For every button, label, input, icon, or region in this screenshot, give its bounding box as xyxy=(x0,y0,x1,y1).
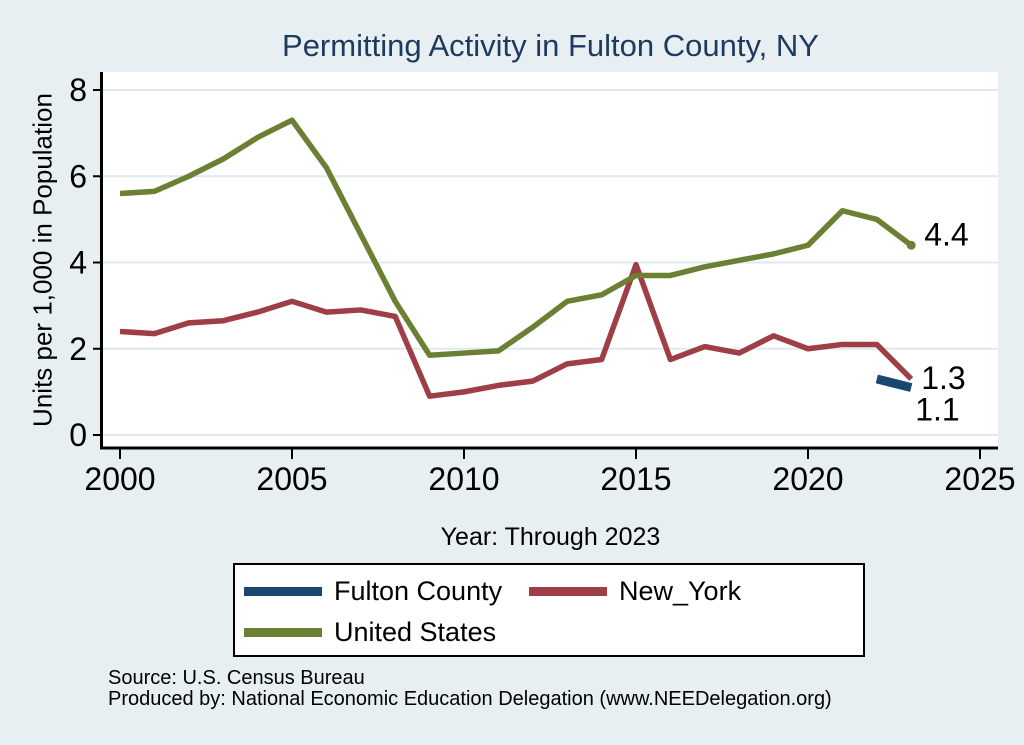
plot-area: 0 2 4 6 8 2000 2005 2010 2015 2020 2025 1.11.3 4.4 xyxy=(69,72,1016,497)
y-tick-label: 8 xyxy=(69,72,87,108)
end-label-new-york: 1.3 xyxy=(921,360,965,396)
legend-item-new-york: New_York xyxy=(529,573,741,609)
legend-item-fulton-county: Fulton County xyxy=(244,573,502,609)
y-tick-label: 0 xyxy=(69,417,87,453)
legend: Fulton County New_York United States xyxy=(233,563,865,657)
chart-title: Permitting Activity in Fulton County, NY xyxy=(282,28,819,63)
x-tick-label: 2010 xyxy=(428,461,499,497)
end-label-united-states: 4.4 xyxy=(924,216,968,252)
source-line-1: Source: U.S. Census Bureau xyxy=(108,667,365,689)
x-axis-title: Year: Through 2023 xyxy=(440,523,661,551)
x-tick-label: 2015 xyxy=(600,461,671,497)
y-tick-label: 6 xyxy=(69,158,87,194)
legend-swatch-united-states xyxy=(244,627,322,637)
end-label-fulton-county: 1.1 xyxy=(915,392,959,428)
x-tick-label: 2025 xyxy=(944,461,1015,497)
end-marker-united-states xyxy=(906,240,916,250)
x-tick-label: 2020 xyxy=(772,461,843,497)
plot-background xyxy=(103,72,998,448)
y-tick-label: 2 xyxy=(69,331,87,367)
x-tick-label: 2005 xyxy=(256,461,327,497)
legend-label-united-states: United States xyxy=(334,616,497,647)
legend-item-united-states: United States xyxy=(244,614,496,650)
source-note: Source: U.S. Census Bureau Produced by: … xyxy=(108,668,832,710)
x-tick-label: 2000 xyxy=(84,461,155,497)
source-line-2: Produced by: National Economic Education… xyxy=(108,688,832,710)
y-tick-label: 4 xyxy=(69,245,87,281)
series-line-united-states xyxy=(119,117,913,358)
legend-swatch-new-york xyxy=(529,586,607,596)
series-line-fulton-county xyxy=(875,374,913,392)
legend-label-fulton-county: Fulton County xyxy=(334,575,503,606)
legend-swatch-fulton-county xyxy=(244,586,322,596)
series-line-new-york xyxy=(119,261,914,399)
legend-label-new-york: New_York xyxy=(619,575,742,606)
